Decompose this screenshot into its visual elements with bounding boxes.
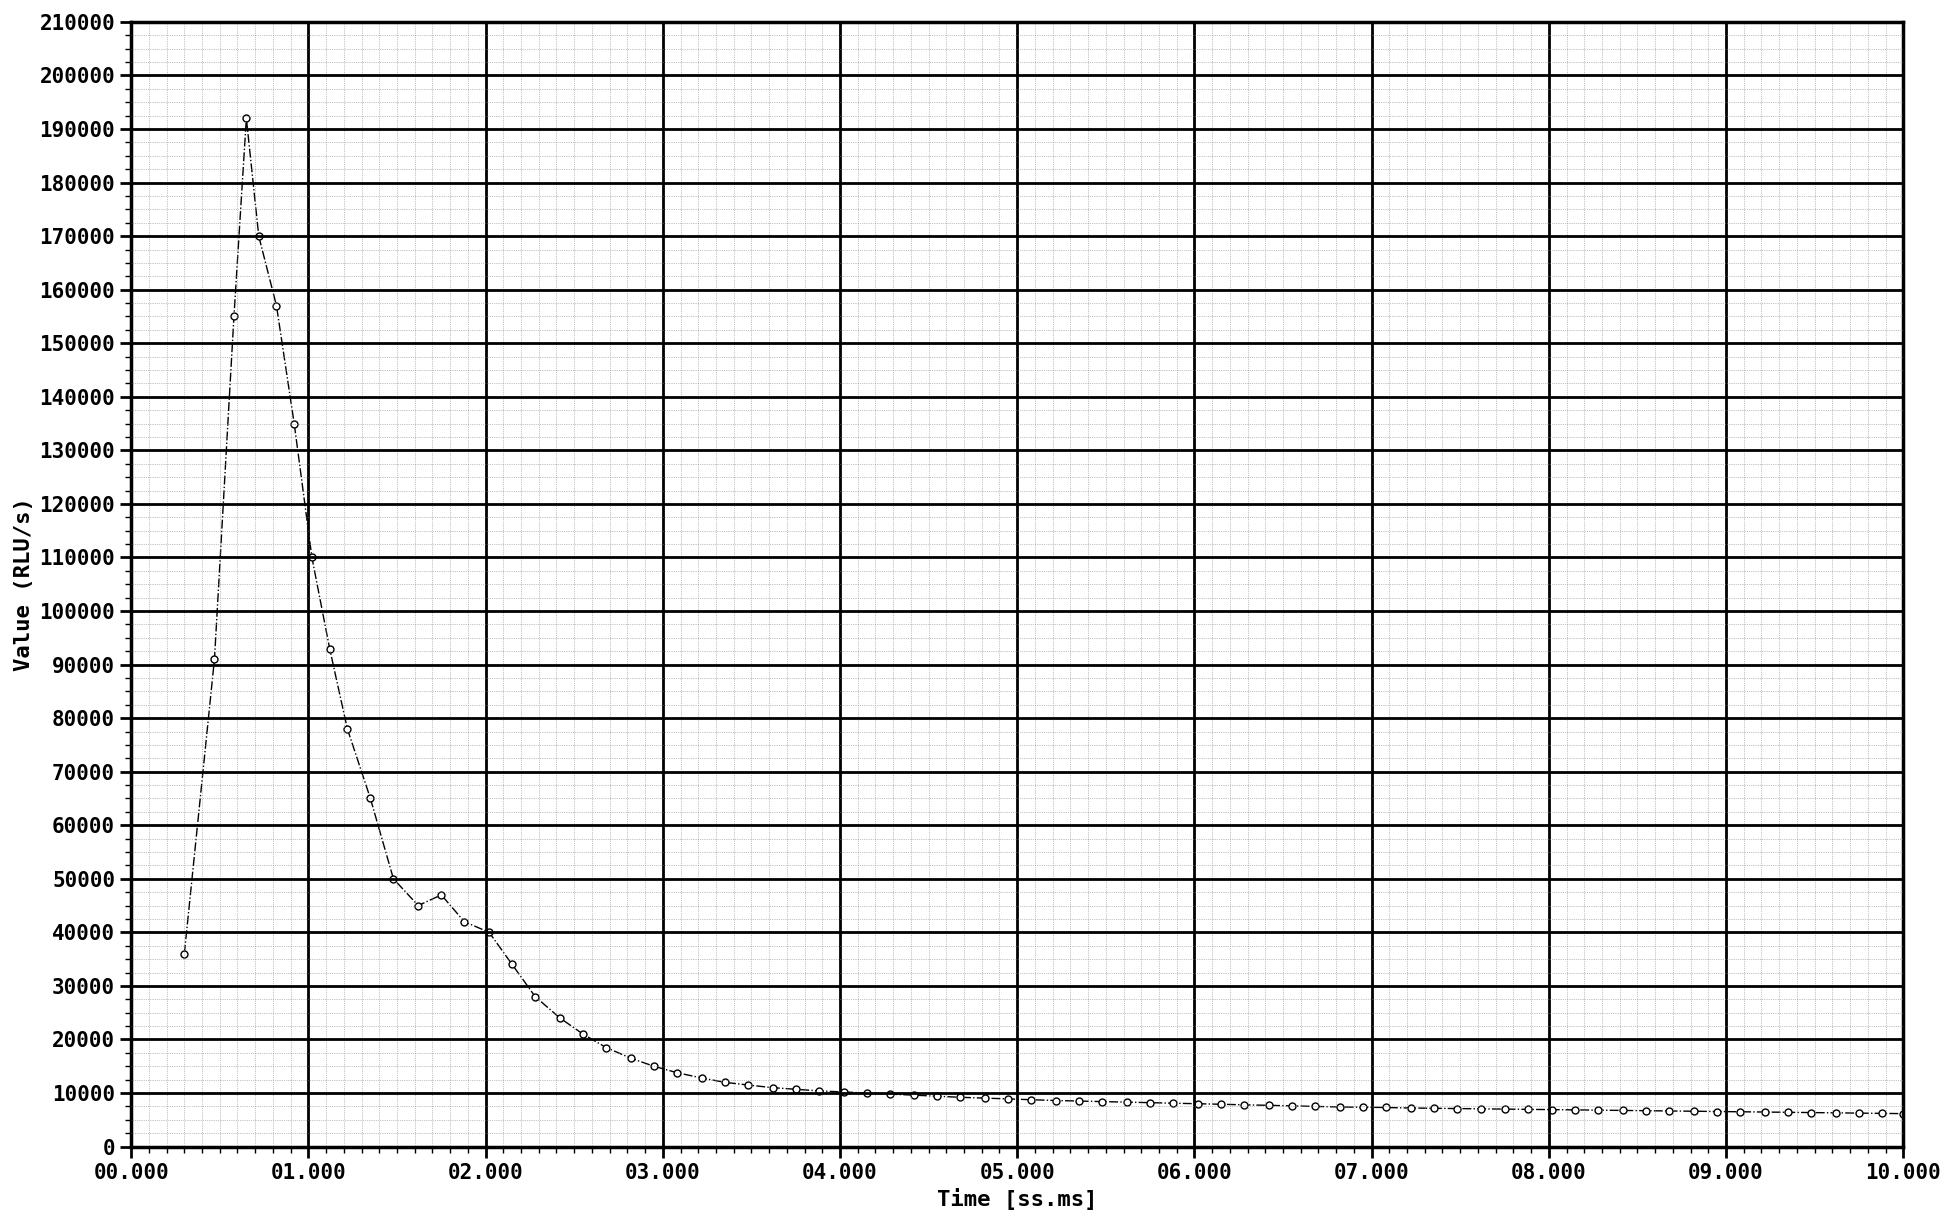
X-axis label: Time [ss.ms]: Time [ss.ms] bbox=[936, 1189, 1097, 1211]
Y-axis label: Value (RLU/s): Value (RLU/s) bbox=[14, 497, 33, 671]
